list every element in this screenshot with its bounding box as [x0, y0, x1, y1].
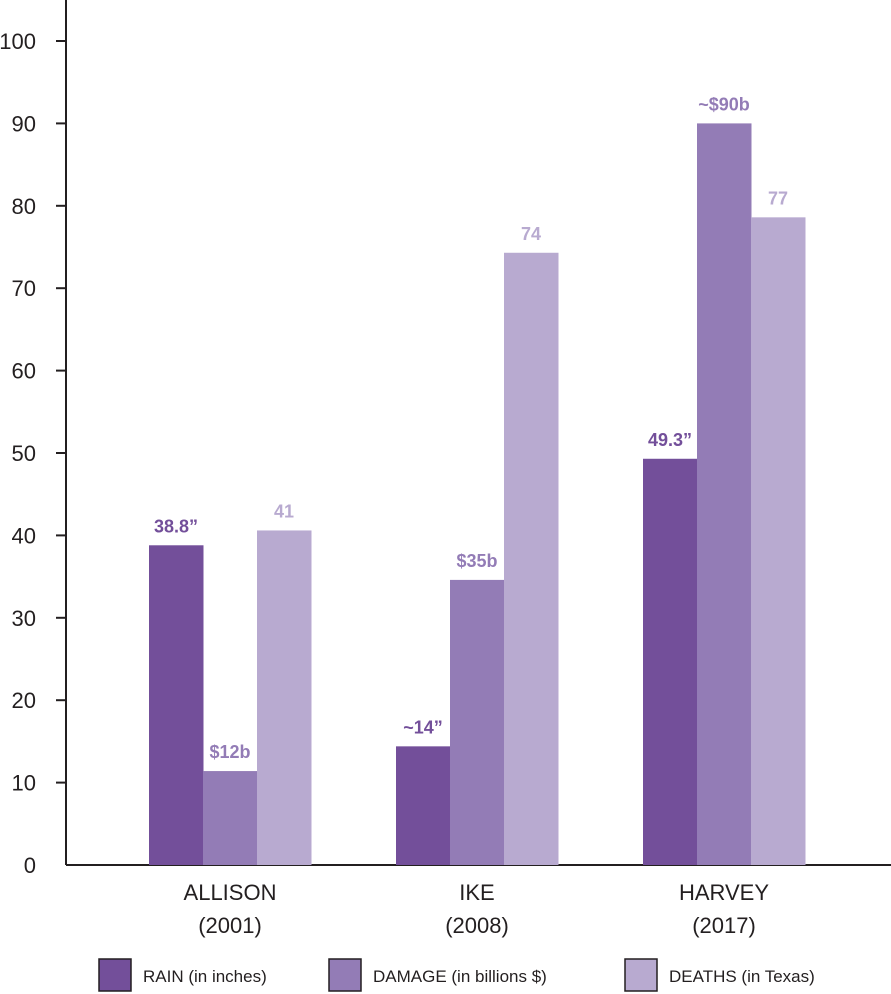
bar [697, 123, 752, 865]
data-label: ~$90b [698, 94, 750, 114]
data-label: $35b [456, 551, 497, 571]
y-tick-label: 0 [24, 853, 36, 878]
category-label: HARVEY [679, 880, 769, 905]
category-label: IKE [459, 880, 494, 905]
category-label: (2017) [692, 913, 756, 938]
bar [751, 217, 806, 865]
legend-label: RAIN (in inches) [143, 967, 267, 986]
legend-label: DAMAGE (in billions $) [373, 967, 547, 986]
bar [257, 530, 312, 865]
y-tick-label: 20 [12, 688, 36, 713]
y-tick-label: 100 [0, 29, 36, 54]
legend-swatch [624, 958, 658, 992]
bars [149, 123, 806, 865]
category-label: (2001) [198, 913, 262, 938]
data-labels: 38.8” ~14” 49.3” $12b $35b ~$90b 41 74 77 [154, 94, 788, 762]
y-tick-label: 10 [12, 771, 36, 796]
bar [396, 746, 451, 865]
category-label: ALLISON [184, 880, 277, 905]
bar [149, 545, 204, 865]
axes: 0 10 20 30 40 50 60 70 80 90 100 ALLISON (2001) IKE (2… [0, 0, 891, 938]
legend: RAIN (in inches) DAMAGE (in billions $) DE… [98, 958, 815, 992]
data-label: ~14” [403, 717, 443, 737]
bar [203, 771, 258, 865]
bar [504, 252, 559, 865]
legend-swatch [328, 958, 362, 992]
y-tick-label: 50 [12, 441, 36, 466]
y-tick-label: 80 [12, 194, 36, 219]
data-label: 41 [274, 501, 294, 521]
data-label: 74 [521, 224, 541, 244]
data-label: 77 [768, 188, 788, 208]
y-tick-label: 30 [12, 606, 36, 631]
y-tick-label: 60 [12, 359, 36, 384]
y-tick-label: 90 [12, 111, 36, 136]
bar [450, 579, 505, 865]
legend-swatch [98, 958, 132, 992]
y-tick-label: 40 [12, 523, 36, 548]
data-label: $12b [209, 742, 250, 762]
y-tick-label: 70 [12, 276, 36, 301]
data-label: 38.8” [154, 516, 198, 536]
legend-label: DEATHS (in Texas) [669, 967, 815, 986]
bar [643, 458, 698, 865]
data-label: 49.3” [648, 430, 692, 450]
category-label: (2008) [445, 913, 509, 938]
